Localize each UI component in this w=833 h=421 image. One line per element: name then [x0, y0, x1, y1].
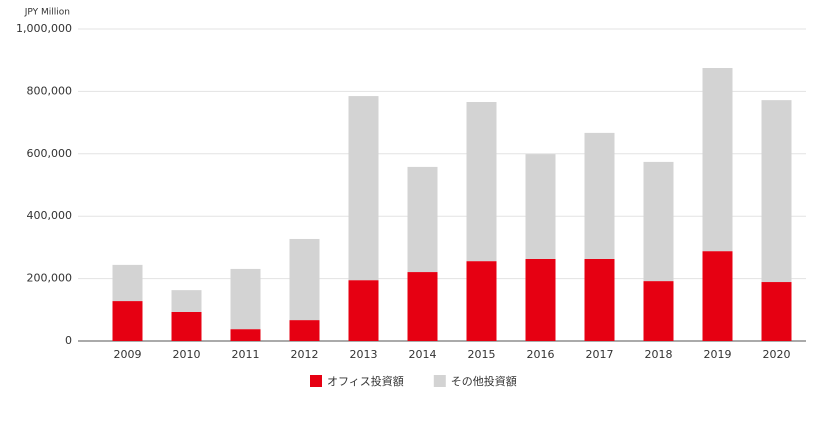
bar-segment: [584, 132, 615, 259]
x-tick-label: 2011: [232, 348, 260, 361]
bar-segment: [407, 272, 438, 341]
y-tick-label: 400,000: [27, 209, 73, 222]
legend-swatch: [433, 375, 446, 387]
bar-segment: [466, 102, 497, 262]
bar-segment: [761, 282, 792, 341]
y-tick-label: 200,000: [27, 272, 73, 285]
bar-segment: [289, 238, 320, 321]
bar-segment: [112, 264, 143, 302]
x-tick-label: 2020: [763, 348, 791, 361]
bar-segment: [643, 281, 674, 341]
bar-segment: [230, 268, 261, 330]
bar-segment: [702, 251, 733, 341]
bar-segment: [525, 154, 556, 259]
bar-segment: [702, 68, 733, 252]
y-tick-label: 1,000,000: [16, 22, 72, 35]
bar-segment: [348, 280, 379, 341]
bar-segment: [761, 100, 792, 283]
bar-segment: [525, 258, 556, 341]
x-tick-label: 2015: [468, 348, 496, 361]
bar-segment: [171, 290, 202, 312]
x-tick-label: 2010: [173, 348, 201, 361]
bar-segment: [643, 161, 674, 282]
legend-label: オフィス投資額: [327, 374, 404, 388]
bar-segment: [171, 311, 202, 341]
bar-segment: [112, 301, 143, 341]
legend-swatch: [310, 375, 322, 387]
y-axis-label: JPY Million: [24, 8, 70, 18]
x-tick-label: 2012: [291, 348, 319, 361]
legend-label: その他投資額: [451, 374, 517, 388]
x-tick-label: 2019: [704, 348, 732, 361]
bar-segment: [584, 258, 615, 341]
bar-segment: [230, 329, 261, 341]
x-tick-label: 2014: [409, 348, 437, 361]
x-tick-label: 2009: [114, 348, 142, 361]
x-tick-label: 2017: [586, 348, 614, 361]
x-tick-label: 2018: [645, 348, 673, 361]
y-tick-label: 800,000: [27, 84, 73, 97]
bar-segment: [466, 261, 497, 341]
bar-segment: [348, 96, 379, 281]
bar-segment: [289, 320, 320, 341]
y-tick-label: 600,000: [27, 147, 73, 160]
bar-segment: [407, 166, 438, 273]
y-tick-label: 0: [65, 334, 72, 347]
x-tick-label: 2013: [350, 348, 378, 361]
x-tick-label: 2016: [527, 348, 555, 361]
